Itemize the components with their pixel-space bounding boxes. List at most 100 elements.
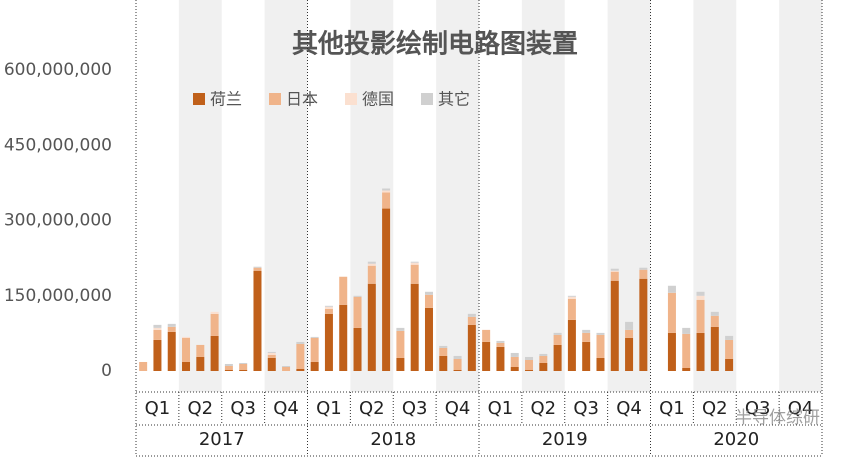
bar-segment	[682, 367, 691, 371]
bar-segment	[682, 333, 691, 368]
bar-segment	[367, 283, 376, 371]
quarter-shade	[264, 0, 308, 392]
bar-segment	[710, 326, 719, 371]
y-tick-label: 150,000,000	[4, 286, 112, 306]
bar-segment	[696, 332, 705, 371]
bar-segment	[667, 292, 676, 333]
bar-segment	[582, 341, 591, 371]
bar-segment	[710, 311, 719, 316]
bar-segment	[253, 266, 262, 268]
quarter-label: Q3	[230, 398, 256, 419]
bar-segment	[410, 283, 419, 371]
bar-segment	[510, 356, 519, 367]
bar-segment	[310, 336, 319, 338]
bar-segment	[539, 362, 548, 371]
legend-swatch	[193, 93, 205, 105]
bar-segment	[153, 327, 162, 330]
bar-segment	[567, 319, 576, 371]
legend-label: 日本	[286, 90, 318, 109]
bar-segment	[196, 344, 205, 357]
bar-segment	[439, 345, 448, 348]
bar-segment	[525, 359, 534, 370]
quarter-label: Q1	[659, 398, 685, 419]
bar-segment	[639, 269, 648, 279]
bar-segment	[710, 315, 719, 327]
bar-segment	[582, 329, 591, 333]
bar-segment	[167, 331, 176, 371]
bar-segment	[196, 356, 205, 371]
quarter-label: Q4	[445, 398, 471, 419]
bar-segment	[553, 334, 562, 345]
bar-segment	[667, 332, 676, 371]
legend-label: 荷兰	[210, 90, 242, 109]
bar-segment	[324, 313, 333, 371]
quarter-label: Q1	[145, 398, 171, 419]
bar-segment	[696, 295, 705, 300]
y-tick-label: 600,000,000	[4, 60, 112, 80]
bar-segment	[167, 323, 176, 327]
bar-segment	[453, 355, 462, 359]
bar-segment	[253, 270, 262, 371]
bar-segment	[210, 311, 219, 314]
bar-segment	[410, 261, 419, 263]
bar-segment	[324, 306, 333, 309]
year-label: 2018	[370, 429, 416, 450]
bar-segment	[424, 291, 433, 295]
quarter-label: Q3	[573, 398, 599, 419]
bar-segment	[725, 358, 734, 371]
bar-segment	[610, 271, 619, 281]
bar-segment	[339, 276, 348, 305]
bar-segment	[153, 329, 162, 340]
bar-segment	[496, 346, 505, 371]
bar-segment	[324, 308, 333, 314]
bar-segment	[424, 307, 433, 371]
quarter-label: Q1	[316, 398, 342, 419]
legend-swatch	[421, 93, 433, 105]
bar-segment	[567, 295, 576, 297]
bar-segment	[296, 343, 305, 369]
bar-segment	[596, 334, 605, 358]
bar-segment	[467, 313, 476, 317]
bar-segment	[625, 337, 634, 371]
bar-segment	[610, 270, 619, 272]
bar-segment	[182, 336, 191, 338]
chart-title: 其他投影绘制电路图装置	[292, 29, 578, 60]
quarter-label: Q2	[702, 398, 728, 419]
bar-segment	[224, 363, 233, 366]
bar-segment	[625, 321, 634, 330]
bar-segment	[367, 263, 376, 266]
quarter-label: Q3	[745, 398, 771, 419]
bar-segment	[282, 366, 291, 371]
bar-segment	[567, 296, 576, 299]
y-tick-label: 0	[101, 361, 112, 381]
quarter-label: Q4	[616, 398, 642, 419]
bar-segment	[453, 358, 462, 370]
bar-segment	[224, 369, 233, 371]
legend-label: 德国	[362, 90, 394, 109]
bar-segment	[610, 280, 619, 371]
bar-segment	[525, 356, 534, 360]
bar-segment	[596, 332, 605, 335]
bar-segment	[482, 329, 491, 342]
bar-segment	[639, 267, 648, 270]
bar-segment	[396, 330, 405, 358]
bar-segment	[239, 362, 248, 364]
bar-segment	[267, 354, 276, 358]
bar-segment	[324, 305, 333, 307]
quarter-label: Q4	[273, 398, 299, 419]
quarter-shade	[521, 0, 565, 392]
quarter-label: Q1	[488, 398, 514, 419]
bar-segment	[396, 357, 405, 371]
bar-segment	[382, 192, 391, 209]
bar-segment	[610, 268, 619, 271]
bar-segment	[282, 365, 291, 367]
bar-segment	[239, 363, 248, 370]
bar-segment	[553, 344, 562, 371]
bar-segment	[439, 347, 448, 356]
bar-segment	[296, 341, 305, 344]
quarter-label: Q2	[188, 398, 214, 419]
quarter-label: Q2	[531, 398, 557, 419]
bar-segment	[639, 278, 648, 371]
